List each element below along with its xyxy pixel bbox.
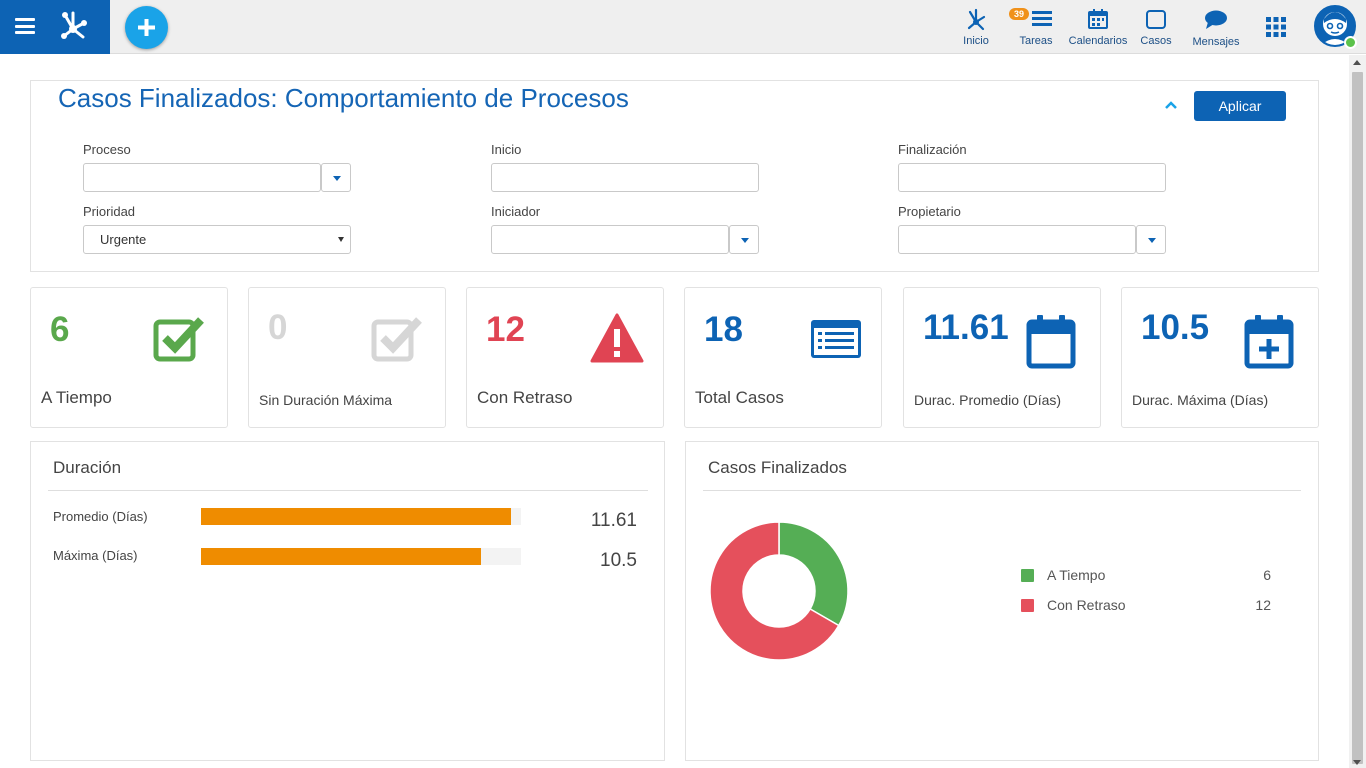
nav-inicio[interactable]: Inicio (950, 6, 1002, 50)
calendar-icon (1088, 9, 1108, 29)
kpi-con-retraso-value: 12 (486, 310, 525, 349)
legend-item-con-retraso[interactable]: Con Retraso 12 (1021, 596, 1271, 616)
bar-track-maxima (201, 548, 521, 565)
add-button[interactable] (125, 6, 168, 49)
plus-icon (138, 19, 155, 36)
kpi-total-value: 18 (704, 310, 743, 349)
kpi-maxima[interactable]: 10.5 Durac. Máxima (Días) (1121, 287, 1319, 428)
nav-tareas[interactable]: 39 Tareas (1009, 6, 1060, 50)
finalizacion-input[interactable] (898, 163, 1166, 192)
check-square-icon (153, 317, 204, 362)
bar-label-maxima: Máxima (Días) (53, 548, 138, 563)
kpi-promedio[interactable]: 11.61 Durac. Promedio (Días) (903, 287, 1101, 428)
cases-panel: Casos Finalizados A Tiempo 6 Con Retraso… (685, 441, 1319, 761)
bar-label-promedio: Promedio (Días) (53, 509, 148, 524)
nav-mensajes[interactable]: Mensajes (1188, 6, 1244, 50)
donut-slice-con-retraso[interactable] (709, 521, 840, 661)
divider (48, 490, 648, 491)
proceso-dropdown-button[interactable] (321, 163, 351, 192)
iniciador-input[interactable] (491, 225, 729, 254)
duration-panel: Duración Promedio (Días) 11.61 Máxima (D… (30, 441, 665, 761)
scrollbar-thumb[interactable] (1352, 72, 1363, 764)
kpi-a-tiempo-value: 6 (50, 310, 70, 349)
user-face-icon (1321, 12, 1349, 45)
legend-swatch-a-tiempo (1021, 569, 1034, 582)
page-scrollbar[interactable] (1349, 55, 1366, 768)
kpi-con-retraso[interactable]: 12 Con Retraso (466, 287, 664, 428)
apps-grid-icon[interactable] (1266, 17, 1286, 37)
nav-mensajes-label: Mensajes (1192, 36, 1240, 48)
bar-value-promedio: 11.61 (590, 510, 637, 531)
online-status-dot (1344, 36, 1357, 49)
top-bar: Inicio 39 Tareas Calendarios Casos Mensa… (0, 0, 1366, 54)
message-icon (1205, 10, 1227, 29)
kpi-con-retraso-label: Con Retraso (477, 388, 573, 407)
cases-icon (1146, 10, 1166, 29)
legend-item-a-tiempo[interactable]: A Tiempo 6 (1021, 566, 1271, 586)
divider (703, 490, 1301, 491)
nav-calendarios-label: Calendarios (1068, 35, 1128, 47)
donut-slice-a-tiempo[interactable] (778, 521, 849, 627)
calendar-icon (1026, 315, 1076, 369)
nav-tareas-label: Tareas (1019, 35, 1053, 47)
scroll-down-icon[interactable] (1353, 760, 1361, 765)
prioridad-label: Prioridad (83, 204, 136, 219)
nav-inicio-label: Inicio (963, 35, 989, 47)
kpi-sin-duracion[interactable]: 0 Sin Duración Máxima (248, 287, 446, 428)
legend-label-a-tiempo: A Tiempo (1047, 567, 1106, 583)
iniciador-label: Iniciador (491, 204, 541, 219)
propietario-input[interactable] (898, 225, 1136, 254)
logo-icon[interactable] (56, 9, 90, 41)
legend-swatch-con-retraso (1021, 599, 1034, 612)
proceso-label: Proceso (83, 142, 131, 157)
list-icon (811, 320, 861, 358)
inicio-input[interactable] (491, 163, 759, 192)
kpi-total[interactable]: 18 Total Casos (684, 287, 882, 428)
legend-label-con-retraso: Con Retraso (1047, 597, 1126, 613)
legend-value-a-tiempo: 6 (1263, 567, 1271, 583)
iniciador-dropdown-button[interactable] (729, 225, 759, 254)
finalizacion-label: Finalización (898, 142, 967, 157)
bar-fill-maxima (201, 548, 481, 565)
calendar-plus-icon (1244, 315, 1294, 369)
propietario-dropdown-button[interactable] (1136, 225, 1166, 254)
brand-area (0, 0, 110, 54)
select-arrow-icon (338, 237, 344, 242)
legend-value-con-retraso: 12 (1255, 597, 1271, 613)
kpi-total-label: Total Casos (695, 388, 784, 407)
nav-casos[interactable]: Casos (1136, 6, 1176, 50)
apply-button[interactable]: Aplicar (1194, 91, 1286, 121)
page-title: Casos Finalizados: Comportamiento de Pro… (58, 83, 629, 113)
chevron-up-icon[interactable] (1164, 100, 1178, 110)
kpi-maxima-value: 10.5 (1141, 308, 1210, 347)
bar-fill-promedio (201, 508, 511, 525)
check-square-icon (371, 317, 422, 362)
tasks-icon (1032, 11, 1052, 26)
tasks-count-badge: 39 (1009, 8, 1030, 20)
bar-track-promedio (201, 508, 521, 525)
inicio-label: Inicio (491, 142, 522, 157)
menu-icon[interactable] (15, 18, 35, 34)
cases-panel-title: Casos Finalizados (708, 458, 847, 477)
propietario-label: Propietario (898, 204, 961, 219)
proceso-input[interactable] (83, 163, 321, 192)
prioridad-selected-value: Urgente (100, 232, 147, 247)
prioridad-select[interactable]: Urgente (83, 225, 351, 254)
nav-casos-label: Casos (1140, 35, 1172, 47)
duration-panel-title: Duración (53, 458, 122, 477)
bar-value-maxima: 10.5 (600, 550, 637, 571)
home-network-icon (967, 8, 986, 31)
kpi-promedio-label: Durac. Promedio (Días) (914, 392, 1062, 408)
nav-calendarios[interactable]: Calendarios (1066, 6, 1130, 50)
filter-panel: Casos Finalizados: Comportamiento de Pro… (30, 80, 1319, 272)
kpi-sin-duracion-label: Sin Duración Máxima (259, 392, 393, 408)
donut-chart (709, 521, 849, 661)
kpi-a-tiempo-label: A Tiempo (41, 388, 112, 407)
scroll-up-icon[interactable] (1353, 60, 1361, 65)
kpi-a-tiempo[interactable]: 6 A Tiempo (30, 287, 228, 428)
kpi-maxima-label: Durac. Máxima (Días) (1132, 392, 1269, 408)
kpi-promedio-value: 11.61 (923, 308, 1009, 347)
kpi-sin-duracion-value: 0 (268, 308, 288, 347)
warning-triangle-icon (590, 313, 644, 363)
